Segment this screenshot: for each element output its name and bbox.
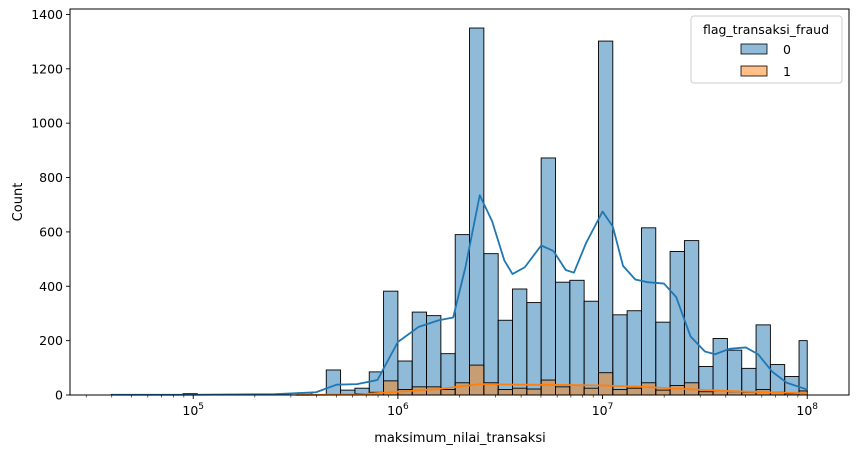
bar-series-0-bin-37 [640,227,657,396]
bar-series-0-bin-28 [512,288,528,396]
x-axis: 105 106 107 108 [85,395,818,418]
x-tick-label: 106 [387,402,409,418]
y-tick-label: 1400 [31,7,63,22]
bar-series-0-bin-15 [325,369,342,396]
legend: flag_transaksi_fraud 0 1 [690,15,843,84]
bar-series-1-bin-24 [454,382,470,396]
x-axis-label: maksimum_nilai_transaksi [374,431,545,446]
y-tick-label: 800 [39,170,63,185]
bar-series-0-bin-30 [540,157,556,396]
bar-series-0-bin-38 [655,321,671,396]
bar-series-1-bin-37 [640,382,657,396]
legend-swatch-0 [740,43,768,55]
legend-swatch-1 [740,65,768,77]
bar-series-0-bin-42 [712,338,728,396]
y-axis: 0 200 400 600 800 1000 1200 1400 [31,7,70,403]
bar-series-0-bin-32 [569,279,585,396]
bar-series-0-bin-33 [583,300,599,396]
bar-series-1-bin-36 [626,387,642,396]
bar-series-1-bin-27 [497,389,513,396]
bar-series-1-bin-32 [569,385,585,396]
y-tick-label: 400 [39,279,63,294]
y-tick-label: 0 [55,388,63,403]
bar-series-0-bin-22 [426,315,442,396]
bar-series-1-bin-39 [669,385,685,396]
kde-layer [111,194,808,396]
y-axis-label: Count [11,183,26,222]
bar-series-1-bin-34 [598,372,614,396]
bar-series-0-bin-29 [526,302,542,396]
bar-series-1-bin-29 [526,388,542,396]
bar-series-0-bin-26 [483,253,499,396]
bar-series-1-bin-35 [612,389,628,396]
bar-series-1-bin-31 [555,386,571,396]
x-tick-label: 107 [592,402,614,418]
legend-title: flag_transaksi_fraud [703,22,829,37]
bar-series-1-bin-22 [426,386,442,396]
bar-series-0-bin-35 [612,314,628,396]
bar-series-0-bin-43 [726,349,743,396]
bar-series-0-bin-36 [626,310,642,396]
x-tick-label: 108 [796,402,818,418]
bar-series-1-bin-30 [540,379,556,396]
bar-series-0-bin-19 [383,290,399,396]
bar-series-0-bin-34 [598,40,614,396]
bar-series-1-bin-38 [655,389,671,396]
kde-line-series-0 [111,194,808,396]
bar-series-0-bin-39 [669,251,685,396]
bar-series-0-bin-18 [368,371,385,396]
bar-series-0-bin-40 [683,240,700,396]
kde-line-series-1 [295,383,808,396]
bar-series-1-bin-23 [440,389,456,396]
x-tick-label: 105 [182,402,204,418]
bar-series-1-bin-25 [469,364,485,396]
y-tick-label: 1200 [31,61,63,76]
y-tick-label: 1000 [31,116,63,131]
bar-series-1-bin-33 [583,387,599,396]
bar-series-1-bin-28 [512,387,528,396]
y-tick-label: 600 [39,224,63,239]
legend-label-1: 1 [783,64,791,79]
bar-series-0-bin-31 [555,281,571,396]
legend-label-0: 0 [783,42,791,57]
y-tick-label: 200 [39,333,63,348]
